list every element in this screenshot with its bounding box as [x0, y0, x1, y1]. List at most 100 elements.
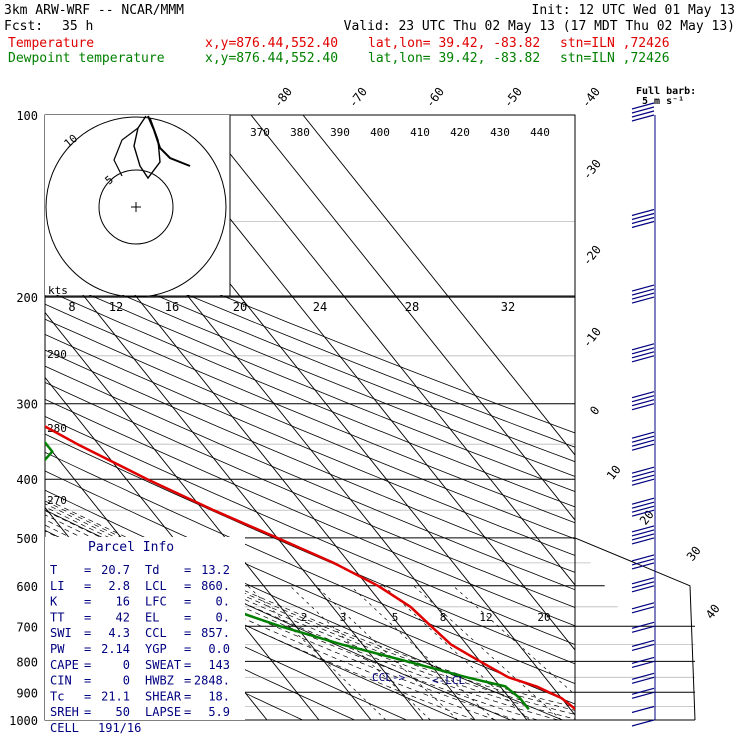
parcel-value: LI [50, 579, 64, 593]
wind-barb-flag [631, 470, 655, 478]
isotherm-label: -30 [580, 157, 604, 183]
wind-barb [631, 639, 655, 651]
wind-barb-flag [631, 220, 655, 229]
dry-adiabat [45, 318, 575, 540]
hodograph-background [45, 115, 230, 295]
temperature-station: stn=ILN ,72426 [560, 36, 670, 51]
wind-barb [631, 102, 655, 122]
plot-frame [44, 114, 576, 721]
mixing-ratio-label: 2 [301, 611, 308, 624]
mixing-ratio-line [452, 585, 575, 696]
wind-barb [631, 602, 655, 614]
parcel-value: = [184, 563, 191, 577]
parcel-value: = [84, 595, 91, 609]
moist-adiabat [45, 519, 517, 720]
wind-barb-flag [631, 719, 655, 727]
wind-barb [631, 497, 655, 517]
parcel-value: = [184, 610, 191, 624]
wind-barb [631, 466, 655, 486]
wind-barb [631, 343, 655, 363]
wind-barb-flag [631, 343, 655, 351]
isotherm-label: -70 [346, 85, 370, 111]
sounding-traces [45, 424, 575, 711]
mixing-ratio-label: 5 [392, 611, 399, 624]
isotherm-line [302, 115, 575, 456]
parcel-value: SREH [50, 705, 79, 719]
dry-adiabat [45, 303, 575, 524]
parcel-value: SWI [50, 626, 72, 640]
parcel-value: = [184, 689, 191, 703]
wind-barb [631, 672, 655, 684]
isotherm-label: 30 [684, 544, 704, 564]
wind-barb-flag [631, 292, 655, 300]
pressure-label: 1000 [9, 714, 38, 728]
parcel-value: CCL [145, 626, 167, 640]
mixing-ratio-line [350, 585, 495, 720]
dry-adiabat [45, 572, 355, 720]
wind-barb-flag [631, 505, 655, 513]
theta-label: 380 [290, 126, 310, 139]
wind-barb-flag [631, 687, 655, 695]
wind-barb [631, 391, 655, 411]
wind-barb-flag [631, 208, 655, 217]
dry-adiabat [45, 333, 575, 556]
wind-barb-flag [631, 106, 655, 114]
parcel-value: 0 [123, 674, 130, 688]
parcel-value: = [184, 579, 191, 593]
parcel-value: 21.1 [101, 689, 130, 703]
isotherm-label: -80 [271, 85, 295, 111]
wind-barb-flag [631, 672, 655, 680]
parcel-value: SHEAR [145, 689, 182, 703]
parcel-value: 13.2 [201, 563, 230, 577]
parcel-value: 16 [116, 595, 130, 609]
wind-barb-flag [631, 577, 655, 585]
dry-adiabat [45, 398, 575, 627]
wind-barb-column [631, 102, 656, 727]
parcel-value: = [84, 626, 91, 640]
temperature-latlon: lat,lon= 39.42, -83.82 [368, 36, 541, 51]
parcel-value: SWEAT [145, 658, 181, 672]
theta-label: 400 [370, 126, 390, 139]
wind-barb-flag [631, 439, 655, 447]
parcel-value: PW [50, 642, 65, 656]
parcel-value: = [84, 674, 91, 688]
hodograph-speed-tick: 20 [233, 300, 247, 314]
parcel-value: 0.0 [208, 642, 230, 656]
wind-barb [631, 208, 655, 229]
hodograph-trace [133, 115, 161, 180]
hodograph-ring [98, 169, 174, 245]
theta-label: 390 [330, 126, 350, 139]
hodograph-speed-tick: 32 [501, 300, 515, 314]
valid-time: Valid: 23 UTC Thu 02 May 13 (17 MDT Thu … [343, 19, 735, 34]
parcel-value: 860. [201, 579, 230, 593]
theta-label: 370 [250, 126, 270, 139]
wind-barb-flag [631, 533, 655, 541]
wind-barb-flag [631, 660, 655, 668]
parcel-value: = [84, 642, 91, 656]
moist-adiabat [45, 514, 538, 720]
parcel-value: = [84, 705, 91, 719]
dewpoint-station: stn=ILN ,72426 [560, 51, 670, 66]
parcel-value: = [184, 658, 191, 672]
dry-adiabat [45, 233, 575, 448]
wind-barb-flag [631, 110, 655, 118]
hodograph-trace [113, 127, 139, 177]
theta-label: 410 [410, 126, 430, 139]
wind-barb-flag [631, 643, 655, 651]
hodograph-speed-tick: 8 [68, 300, 75, 314]
hodograph-speed-tick: 28 [405, 300, 419, 314]
wind-barb-flag [631, 466, 655, 474]
dry-adiabat [45, 220, 575, 434]
wind-barb-flag [631, 606, 655, 614]
wind-barb-flag [631, 509, 655, 517]
wind-barb-flag [631, 639, 655, 647]
dry-adiabat [45, 289, 575, 508]
parcel-value: 0 [123, 658, 130, 672]
wind-barb-flag [631, 497, 655, 505]
wind-barb-flag [631, 585, 655, 593]
theta-label: 290 [47, 348, 67, 361]
wind-barb-flag [631, 114, 655, 122]
lcl-annotation: <-LCL [432, 674, 465, 687]
wind-barb-flag [631, 656, 655, 664]
parcel-value: K [50, 595, 58, 609]
